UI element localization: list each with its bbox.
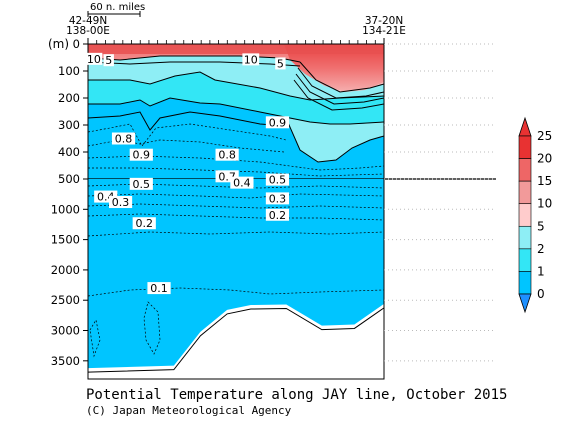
right-station-lon: 134-21E	[362, 25, 406, 37]
colorbar-segment	[518, 203, 532, 227]
colorbar-arrow-top	[518, 116, 532, 137]
colorbar-label: 10	[537, 197, 552, 211]
contour-label: 5	[105, 54, 112, 67]
contour-label: 5	[277, 57, 284, 70]
contour-label: 0.8	[115, 133, 133, 146]
chart-title: Potential Temperature along JAY line, Oc…	[86, 387, 507, 403]
bottom-profile-line	[87, 307, 385, 373]
contour-label-box	[230, 176, 254, 189]
colorbar-label: 1	[537, 264, 545, 278]
upper-section	[88, 44, 384, 179]
right-station-lat: 37-20N	[365, 15, 403, 27]
y-tick-label: 100	[58, 64, 80, 78]
colorbar-label: 25	[537, 129, 552, 143]
colorbar-segment	[518, 180, 532, 205]
colorbar-segment	[518, 248, 532, 272]
contour-label-box	[215, 148, 239, 161]
colorbar-label: 0	[537, 287, 545, 301]
left-station-lat: 42-49N	[69, 15, 107, 27]
y-tick-label: 2500	[51, 293, 80, 307]
y-tick-label: 500	[58, 172, 80, 186]
contour-label-box	[265, 208, 290, 221]
cold-water-fill-lower	[88, 179, 384, 369]
contour-label: 0.2	[269, 209, 287, 222]
contour-label: 0.2	[135, 217, 153, 230]
contour-label: 0.4	[233, 177, 251, 190]
y-tick-label: 2000	[51, 263, 80, 277]
warm-core-right	[284, 44, 384, 92]
lower-section	[87, 179, 385, 373]
band-2-5-trough	[286, 118, 384, 162]
y-tick-label: 3000	[51, 324, 80, 338]
y-tick-label: 300	[58, 118, 80, 132]
contour-label: 10	[87, 53, 101, 66]
y-axis-label: (m)	[48, 37, 69, 51]
contour-label: 0.8	[218, 149, 236, 162]
contour-label-box	[129, 177, 153, 190]
colorbar-segment	[518, 271, 532, 295]
contour-labels: 10 5 10 50.90.80.9 0.80.7 0.50.5 0.40.40.3 0.30…	[85, 52, 290, 295]
contour-label-box	[111, 132, 136, 145]
y-tick-label: 1000	[51, 202, 80, 216]
colorbar-label: 2	[537, 242, 545, 256]
colorbar-label: 20	[537, 152, 552, 166]
station-ticks	[87, 40, 385, 44]
contour-label-box	[265, 116, 290, 129]
y-tick-label: 400	[58, 145, 80, 159]
contour-label-box	[242, 53, 260, 66]
colorbar-label: 15	[537, 174, 552, 188]
warm-top-strip	[88, 44, 384, 54]
contour-label: 0.3	[269, 192, 287, 205]
contour-label-box	[103, 54, 114, 67]
y-tick-label: 3500	[51, 354, 80, 368]
contour-label: 10	[244, 53, 258, 66]
contour-label-box	[265, 173, 290, 186]
contour-label-box	[129, 148, 153, 161]
left-station-lon: 138-00E	[66, 25, 110, 37]
y-tick-label: 1500	[51, 233, 80, 247]
contour-label: 0.9	[133, 149, 151, 162]
top-axis: 42-49N 138-00E 37-20N 134-21E 60 n. mile…	[66, 2, 406, 44]
contour-label-box	[85, 52, 103, 65]
colorbar-arrow-bottom	[518, 293, 532, 314]
dashed-contours-lower	[88, 183, 384, 358]
chart-credit: (C) Japan Meteorological Agency	[86, 404, 292, 417]
contour-label: 0.3	[112, 196, 130, 209]
contour-label: 0.9	[269, 116, 287, 129]
contour-label: 0.1	[150, 282, 168, 295]
contour-label-box	[147, 282, 171, 295]
contour-label-box	[108, 196, 133, 209]
y-axis: 0 100 200 300 400 500 1000 1500 2000 2500 3000 3500	[51, 37, 496, 368]
colorbar-segment	[518, 225, 532, 250]
y-tick-label: 200	[58, 91, 80, 105]
colorbar-segment	[518, 158, 532, 182]
contour-label: 0.5	[133, 178, 151, 191]
colorbar-label: 5	[537, 219, 545, 233]
scale-bar-label: 60 n. miles	[90, 2, 145, 13]
contour-label: 0.5	[269, 174, 287, 187]
colorbar-segment	[518, 135, 532, 159]
contour-label-box	[275, 57, 286, 70]
contour-label-box	[265, 192, 290, 205]
y-tick-label: 0	[73, 37, 80, 51]
contour-label-box	[132, 217, 156, 230]
